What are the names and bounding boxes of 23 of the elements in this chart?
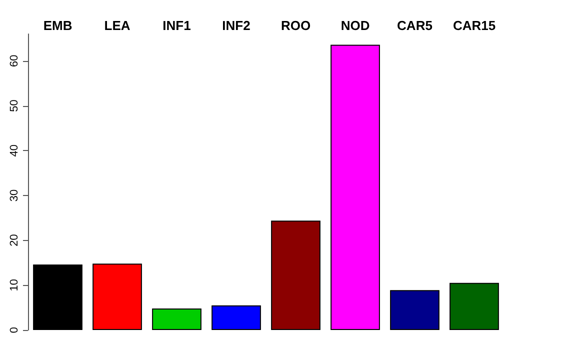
- bar: [390, 290, 440, 330]
- bar: [330, 44, 380, 330]
- y-tick-label: 60: [8, 54, 20, 68]
- x-tick-label: CAR5: [397, 18, 432, 33]
- x-tick-label: LEA: [104, 18, 131, 33]
- bar: [152, 308, 202, 330]
- x-tick-label: INF1: [162, 18, 191, 33]
- x-tick-label: CAR15: [452, 18, 496, 33]
- bar: [271, 220, 320, 330]
- y-tick-label: 50: [8, 100, 20, 112]
- x-tick-label: ROO: [280, 18, 311, 33]
- bar: [33, 264, 82, 330]
- y-tick-label: 10: [8, 279, 20, 292]
- x-tick-label: NOD: [340, 18, 370, 33]
- y-tick-label: 40: [8, 144, 20, 157]
- y-tick-label: 30: [8, 189, 20, 202]
- y-tick-label: 20: [8, 234, 20, 246]
- bar: [450, 282, 499, 330]
- bar: [92, 264, 142, 330]
- x-tick-label: EMB: [43, 18, 72, 33]
- y-tick-label: 0: [8, 326, 20, 334]
- bar: [212, 305, 261, 330]
- x-tick-label: INF2: [222, 18, 250, 33]
